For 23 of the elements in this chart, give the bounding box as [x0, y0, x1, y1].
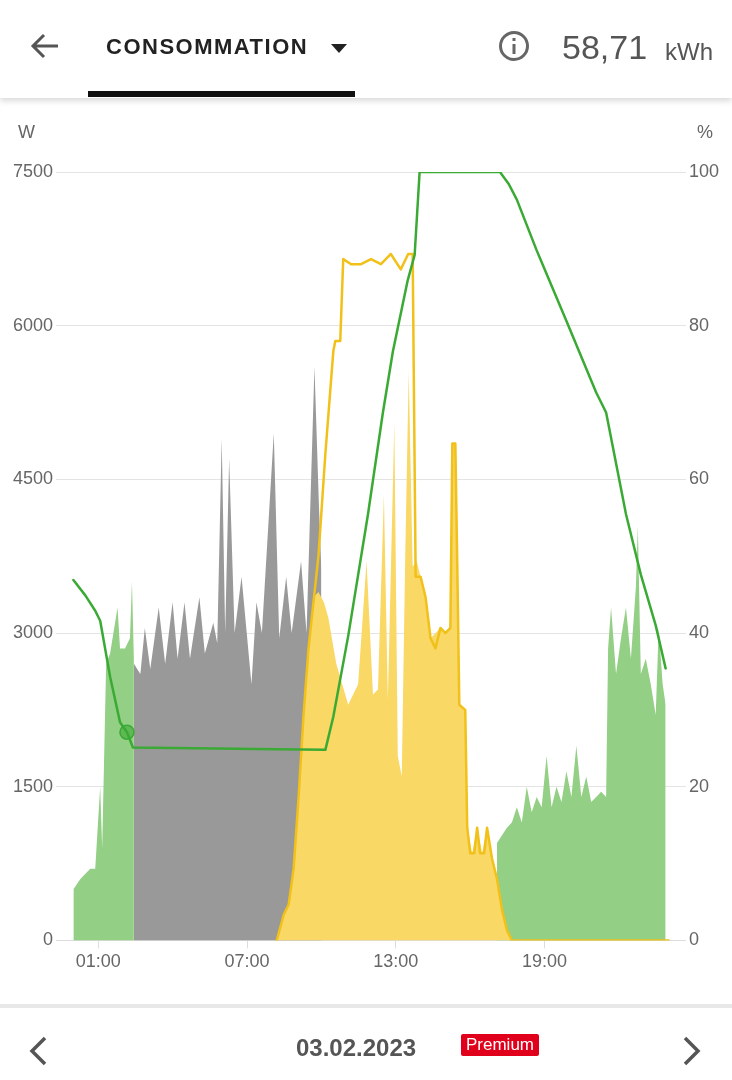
y2-axis-title: %	[697, 122, 714, 143]
y-tick-label: 1500	[13, 775, 54, 796]
x-tick-label: 07:00	[224, 951, 270, 972]
y-tick-label: 4500	[13, 468, 54, 489]
y-tick-label: 0	[43, 929, 54, 950]
y2-tick-label: 100	[688, 160, 720, 181]
y-tick-label: 3000	[13, 622, 54, 643]
y2-tick-label: 0	[688, 929, 699, 950]
y2-tick-label: 60	[688, 468, 709, 489]
chart-title: CONSOMMATION	[106, 34, 309, 60]
y2-tick-label: 80	[688, 314, 709, 335]
x-tick-label: 13:00	[373, 951, 419, 972]
y-axis-title: W	[18, 122, 35, 143]
text: Premium	[461, 1034, 540, 1056]
text: kWh	[665, 38, 713, 66]
y2-tick-label: 40	[688, 622, 709, 643]
y2-tick-label: 20	[688, 775, 709, 796]
text: 58,71	[562, 28, 648, 67]
x-tick-label: 01:00	[75, 951, 121, 972]
y-tick-label: 7500	[13, 160, 54, 181]
text: 03.02.2023	[296, 1034, 417, 1062]
y-tick-label: 6000	[13, 314, 54, 335]
x-tick-label: 19:00	[522, 951, 568, 972]
